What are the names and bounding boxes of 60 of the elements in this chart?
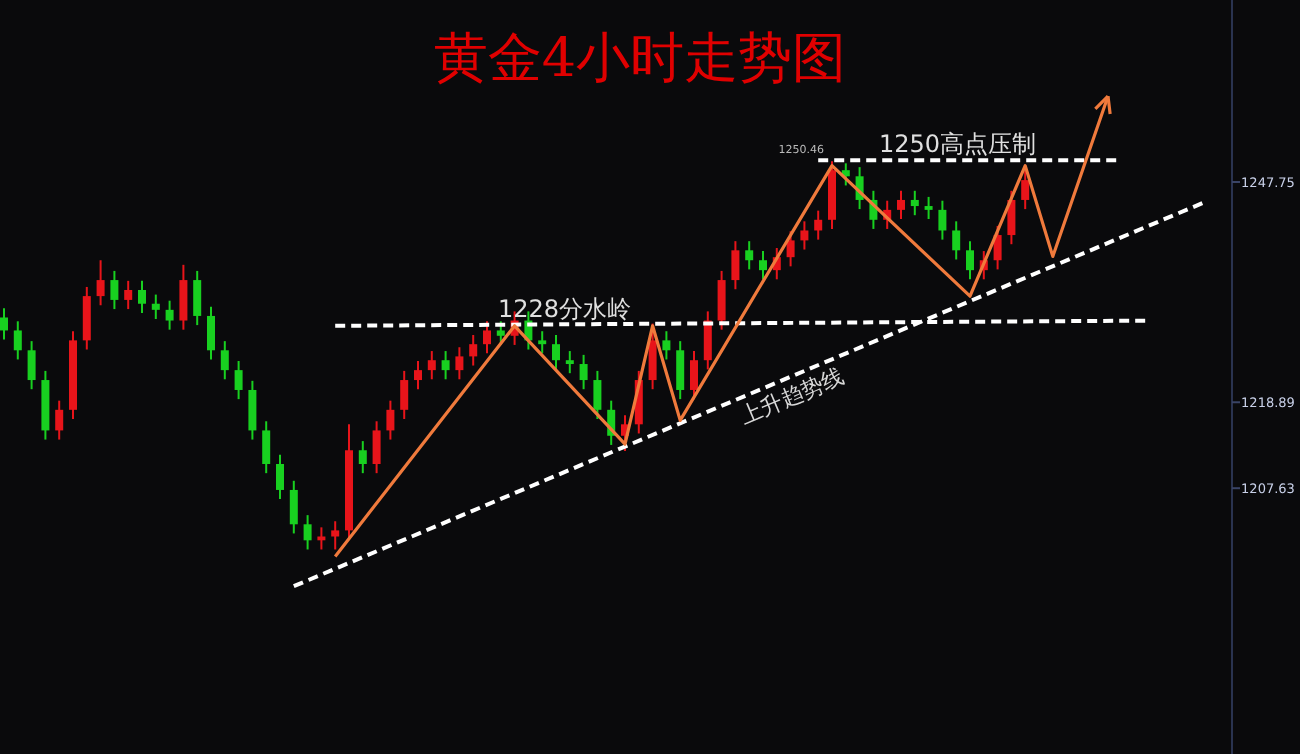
- candlestick: [676, 340, 685, 401]
- series-label: 1228分水岭: [498, 294, 632, 323]
- candlestick: [193, 269, 202, 327]
- candlestick: [938, 199, 947, 241]
- candlestick: [800, 220, 809, 251]
- candlestick: [414, 359, 422, 391]
- text: 黄金4小时走势图: [433, 28, 847, 90]
- candlestick: [786, 230, 795, 268]
- candlestick: [924, 195, 933, 221]
- candlestick: [0, 307, 8, 341]
- candlestick: [124, 279, 133, 311]
- candlestick: [952, 220, 961, 261]
- candlestick: [331, 520, 340, 551]
- candlestick: [455, 346, 464, 381]
- candlestick: [745, 240, 754, 271]
- candlestick: [483, 320, 491, 355]
- candlestick: [759, 250, 767, 281]
- candlestick: [469, 334, 478, 367]
- candlestick: [358, 440, 367, 475]
- candlestick: [690, 350, 698, 401]
- text: 上升趋势线: [736, 363, 848, 430]
- candlestick: [138, 279, 146, 314]
- candlestick: [151, 293, 160, 320]
- candlestick: [179, 263, 188, 331]
- candlestick: [593, 369, 602, 420]
- candlestick: [897, 189, 905, 221]
- candlestick: [262, 420, 271, 475]
- candlestick: [427, 350, 436, 381]
- candlestick: [910, 189, 919, 217]
- candlestick: [234, 359, 243, 401]
- candlestick: [400, 369, 409, 420]
- candlestick: [248, 379, 257, 441]
- candlestick: [13, 320, 22, 361]
- candlestick: [441, 350, 450, 381]
- candlestick: [372, 420, 381, 475]
- candlestick: [565, 350, 574, 375]
- candlestick: [993, 224, 1002, 271]
- series-label: 1250高点压制: [878, 130, 1037, 159]
- candlestick: [27, 340, 36, 391]
- candlestick: [538, 330, 547, 355]
- candlestick: [552, 334, 560, 371]
- candlestick: [207, 305, 215, 361]
- candlestick: [110, 269, 119, 311]
- candlestick: [662, 330, 671, 361]
- candlestick: [1021, 169, 1030, 211]
- candlestick: [55, 399, 64, 441]
- candlestick: [303, 514, 312, 551]
- candlestick: [648, 322, 657, 391]
- candlestick: [966, 240, 974, 281]
- candlestick: [276, 453, 284, 501]
- candlestick: [717, 269, 726, 331]
- candlestick: [386, 399, 395, 441]
- candlestick: [814, 209, 823, 241]
- candlestick: [220, 340, 229, 381]
- candlestick: [579, 353, 588, 391]
- candlestick: [165, 299, 174, 331]
- candlestick: [731, 240, 740, 291]
- candlestick: [96, 259, 105, 307]
- candlestick: [289, 479, 298, 535]
- candlestick: [82, 285, 91, 351]
